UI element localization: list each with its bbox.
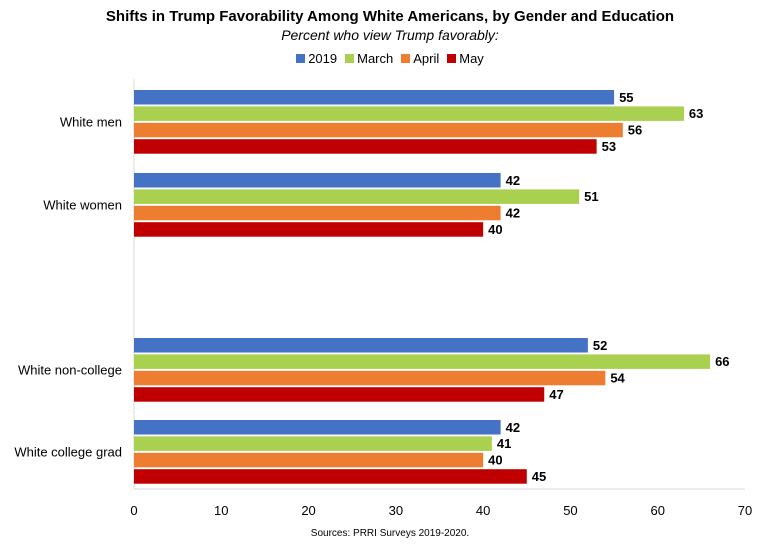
bar-2019 [134,420,501,435]
legend-label: March [357,51,394,66]
bar-may [134,139,597,154]
legend-swatch [447,54,457,63]
data-label: 63 [689,106,703,121]
data-label: 54 [610,371,625,386]
data-label: 51 [584,189,598,204]
bar-april [134,122,623,138]
data-label: 40 [488,453,502,468]
category-label: White women [43,197,122,212]
category-label: White college grad [14,444,122,459]
legend-item: 2019 [296,51,337,66]
bar-march [134,436,492,451]
legend-label: April [413,51,440,66]
bar-april [134,205,501,221]
legend-item: May [447,51,484,66]
legend-label: May [459,51,484,66]
data-label: 55 [619,90,633,105]
bar-2019 [134,338,588,353]
data-label: 52 [593,338,607,353]
chart-subtitle: Percent who view Trump favorably: [281,27,499,43]
x-tick-label: 20 [301,503,315,518]
x-tick-label: 30 [389,503,403,518]
bar-march [134,354,711,369]
x-tick-label: 60 [650,503,664,518]
bar-april [134,452,484,468]
category-label: White men [60,114,122,129]
legend-swatch [345,54,355,63]
data-label: 47 [549,387,563,402]
x-tick-label: 70 [738,503,752,518]
legend-item: April [401,51,439,66]
legend-item: March [345,51,393,66]
chart-legend: 2019 March April May [0,51,780,66]
bar-april [134,370,606,386]
category-label: White non-college [18,362,122,377]
source-note: Sources: PRRI Surveys 2019-2020. [310,528,470,539]
data-label: 41 [497,436,511,451]
data-label: 45 [532,469,546,484]
data-label: 40 [488,222,502,237]
x-tick-label: 50 [563,503,577,518]
data-label: 42 [506,173,520,188]
legend-label: 2019 [308,51,338,66]
bar-march [134,106,684,121]
data-label: 42 [506,206,520,221]
x-tick-label: 0 [130,503,137,518]
legend-swatch [296,54,306,63]
bar-2019 [134,173,501,188]
x-tick-label: 10 [214,503,228,518]
bar-may [134,222,484,237]
bar-2019 [134,90,615,105]
chart-title: Shifts in Trump Favorability Among White… [105,8,675,25]
data-label: 66 [715,354,729,369]
legend-swatch [401,54,411,63]
bar-may [134,387,545,402]
data-label: 42 [506,420,520,435]
bar-march [134,189,580,204]
x-tick-label: 40 [476,503,490,518]
data-label: 56 [628,123,642,138]
data-label: 53 [602,139,616,154]
bar-may [134,469,527,484]
